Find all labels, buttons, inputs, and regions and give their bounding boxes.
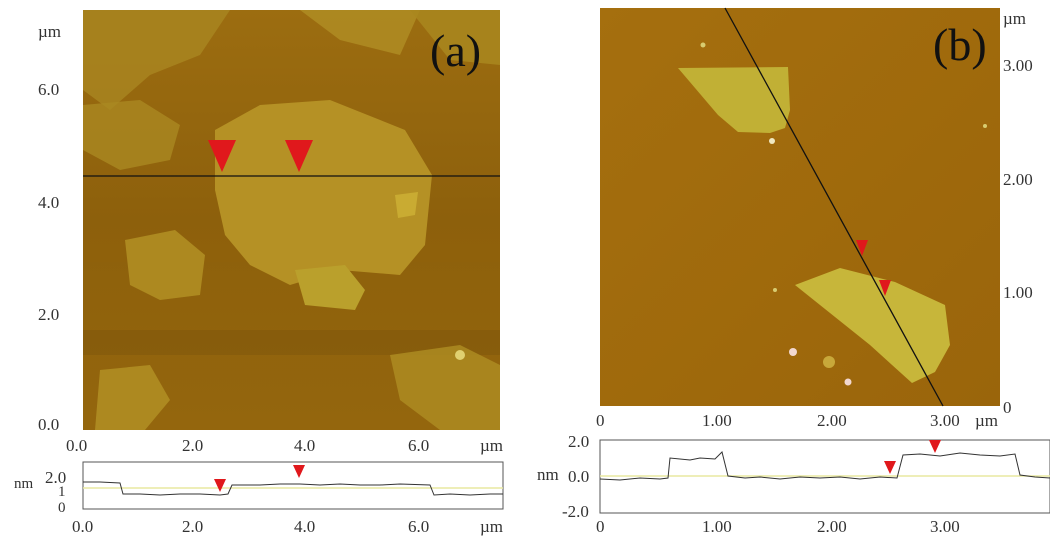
afm-image-b: (b)	[600, 7, 1000, 407]
profile-y-tick-b: 2.0	[568, 432, 589, 451]
profile-frame-a	[82, 461, 504, 510]
marker-triangle-b2	[879, 280, 891, 296]
x-unit-a: µm	[480, 436, 503, 455]
y-tick-b: 0	[1003, 398, 1012, 417]
y-tick-a: 0.0	[38, 415, 59, 434]
profile-x-tick-b: 0	[596, 517, 605, 536]
particle	[769, 138, 775, 144]
x-tick-a: 6.0	[408, 436, 429, 455]
flake	[390, 345, 500, 430]
x-tick-a: 2.0	[182, 436, 203, 455]
profile-y-tick-b: -2.0	[562, 502, 589, 521]
y-tick-a: 4.0	[38, 193, 59, 212]
profile-y-unit-a: nm	[14, 476, 34, 492]
profile-y-tick-b: 0.0	[568, 467, 589, 486]
flake	[295, 265, 365, 310]
marker-triangle-a1	[208, 140, 236, 172]
profile-y-tick-a: 2.0	[45, 468, 66, 487]
particle	[455, 350, 465, 360]
particle	[700, 42, 706, 48]
profile-x-tick-b: 1.00	[702, 517, 732, 536]
profile-x-tick-a: 0.0	[72, 517, 93, 536]
profile-curve-a	[83, 481, 503, 496]
y-tick-a: 2.0	[38, 305, 59, 324]
y-tick-b: 1.00	[1003, 283, 1033, 302]
x-tick-a: 0.0	[66, 436, 87, 455]
panel-a: (a) µm 6.0 4.0 2.0 0.0 0.0 2.0 4.0 6.0 µ…	[14, 10, 504, 536]
flake	[125, 230, 205, 300]
x-tick-b: 3.00	[930, 411, 960, 430]
profile-curve-b	[599, 451, 1050, 481]
y-tick-b: 2.00	[1003, 170, 1033, 189]
x-tick-a: 4.0	[294, 436, 315, 455]
y-unit-a: µm	[38, 22, 61, 41]
marker-triangle-b1	[856, 240, 868, 256]
particle	[789, 348, 797, 356]
height-profile-a	[82, 461, 504, 510]
y-tick-b: 3.00	[1003, 56, 1033, 75]
profile-y-tick-a: 1	[58, 484, 66, 500]
flake	[95, 365, 170, 430]
flake-main	[215, 100, 432, 285]
height-profile-b	[599, 439, 1050, 514]
marker-triangle-a1-profile	[214, 479, 226, 492]
profile-y-tick-a: 0	[58, 500, 66, 516]
particle	[983, 124, 987, 128]
profile-x-tick-b: 2.00	[817, 517, 847, 536]
marker-triangle-a2	[285, 140, 313, 172]
profile-x-tick-a: 2.0	[182, 517, 203, 536]
particle	[823, 356, 835, 368]
afm-image-a: (a)	[83, 10, 500, 430]
flake	[83, 10, 230, 110]
flake-upper	[678, 67, 790, 133]
profile-y-unit-b: nm	[537, 465, 559, 484]
flake	[300, 10, 420, 55]
panel-b: (b) µm 3.00 2.00 1.00 0 0 1.00 2.00 3.00…	[537, 7, 1050, 536]
profile-x-tick-b: 3.00	[930, 517, 960, 536]
x-tick-b: 0	[596, 411, 605, 430]
flake	[395, 192, 418, 218]
flake	[410, 10, 500, 65]
marker-triangle-b2-profile	[929, 440, 941, 453]
scan-line-b	[724, 7, 944, 407]
y-unit-b: µm	[1003, 9, 1026, 28]
particle	[844, 378, 852, 386]
panel-label-a: (a)	[430, 25, 481, 76]
flake	[83, 100, 180, 170]
y-tick-a: 6.0	[38, 80, 59, 99]
x-unit-b: µm	[975, 411, 998, 430]
marker-triangle-a2-profile	[293, 465, 305, 478]
marker-triangle-b1-profile	[884, 461, 896, 474]
x-tick-b: 2.00	[817, 411, 847, 430]
panel-label-b: (b)	[933, 19, 987, 70]
particle	[773, 288, 777, 292]
profile-x-tick-a: 6.0	[408, 517, 429, 536]
x-tick-b: 1.00	[702, 411, 732, 430]
profile-x-unit-a: µm	[480, 517, 503, 536]
profile-x-tick-a: 4.0	[294, 517, 315, 536]
flake-lower	[795, 268, 950, 383]
